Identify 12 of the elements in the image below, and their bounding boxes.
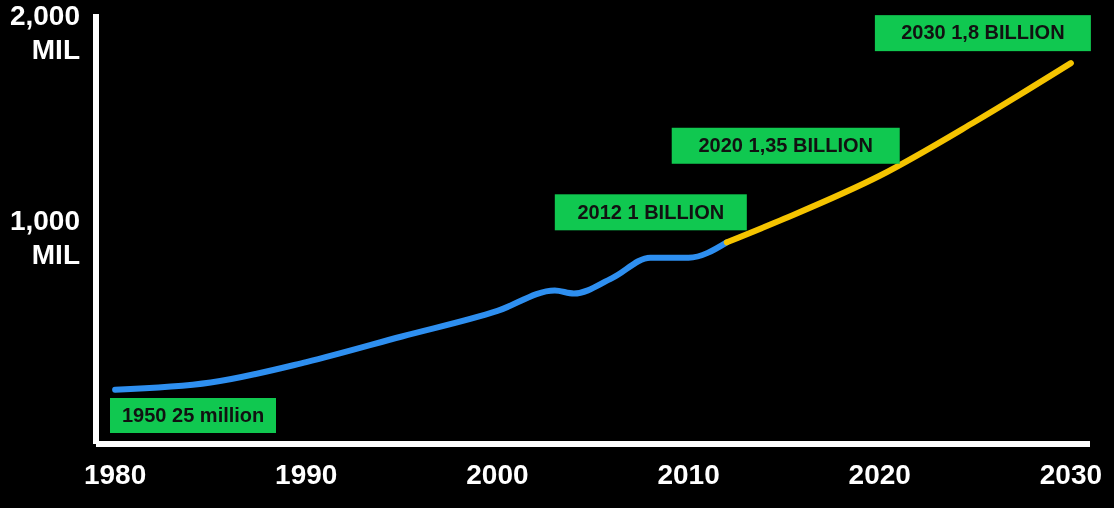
x-tick-label: 2030 [1039, 458, 1103, 490]
annotation: 1950 25 million [110, 398, 277, 433]
annotation: 2012 1 BILLION [577, 200, 725, 223]
x-tick-label: 2020 [848, 458, 911, 490]
y-tick-label: 2,000 MIL [9, 0, 80, 66]
x-tick-label: 1980 [83, 458, 147, 490]
x-tick-label: 2010 [657, 458, 720, 490]
annotation: 2020 1,35 BILLION [698, 134, 873, 157]
y-tick-label: 1,000 MIL [9, 205, 80, 271]
x-tick-label: 1990 [275, 458, 338, 490]
x-tick-label: 2000 [466, 458, 529, 490]
annotation: 2030 1,8 BILLION [901, 21, 1065, 44]
